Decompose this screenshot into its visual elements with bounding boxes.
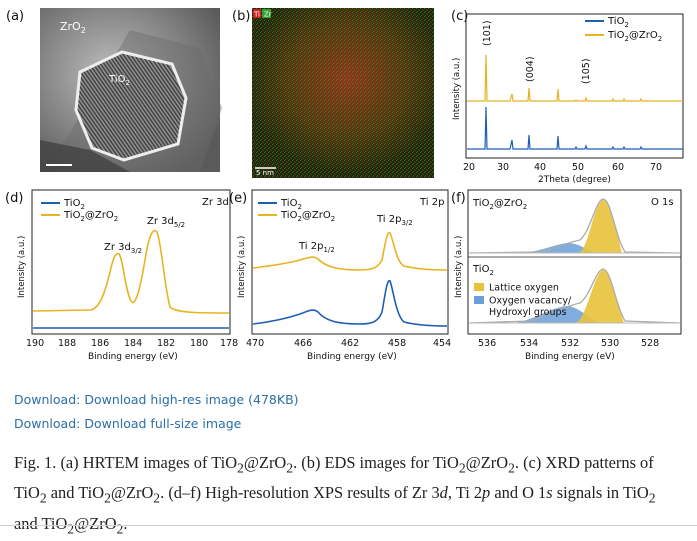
- tio2-label: TiO2: [108, 74, 130, 87]
- zr3d-peak-52: Zr 3d5/2: [147, 216, 185, 229]
- svg-text:40: 40: [534, 162, 546, 173]
- o1s-axes: [467, 189, 682, 335]
- svg-text:532: 532: [561, 338, 579, 349]
- svg-text:60: 60: [612, 162, 624, 173]
- svg-text:186: 186: [91, 338, 109, 349]
- zr3d-tio2-zro2-curve: [32, 229, 230, 314]
- panel-d: (d) TiO2 TiO2@ZrO2 Zr 3d Zr 3d3/2 Zr 3d5…: [5, 189, 238, 362]
- o1s-bottom-label: TiO2: [472, 264, 494, 277]
- download-fullsize-link[interactable]: Download: Download full-size image: [14, 416, 242, 431]
- svg-text:50: 50: [572, 162, 584, 173]
- ti2p-axes: [251, 189, 449, 335]
- zr3d-legend-tio2-zro2: TiO2@ZrO2: [63, 210, 118, 223]
- o1s-legend-lattice-swatch: [474, 283, 484, 291]
- o1s-legend-hydroxyl: Hydroxyl groups: [489, 307, 567, 318]
- panel-b-letter: (b): [232, 9, 250, 24]
- xrd-tio2-zro2-line: [467, 54, 683, 102]
- eds-scale-text: 5 nm: [256, 169, 274, 177]
- figure-1: (a) ZrO2 TiO2 Ti Zr 5 nm (b) (c) TiO2 Ti…: [5, 8, 684, 362]
- o1s-bottom-envelope: [468, 268, 681, 324]
- xrd-ylabel: Intensity (a.u.): [452, 58, 462, 120]
- ti2p-legend-tio2: TiO2: [280, 198, 302, 211]
- panel-c-letter: (c): [451, 9, 468, 24]
- zr3d-ylabel: Intensity (a.u.): [17, 236, 27, 298]
- o1s-top-envelope: [468, 198, 681, 254]
- svg-text:70: 70: [650, 162, 662, 173]
- o1s-legend-vacancy: Oxygen vacancy/: [489, 296, 572, 307]
- svg-text:190: 190: [26, 338, 44, 349]
- xrd-legend-tio2: TiO2: [607, 16, 629, 29]
- zr-legend-swatch: [262, 9, 271, 18]
- tio2-particle: [74, 50, 188, 162]
- o1s-top-label: TiO2@ZrO2: [472, 198, 527, 211]
- ti2p-legend-tio2-zro2: TiO2@ZrO2: [280, 210, 335, 223]
- ti2p-xlabel: Binding energy (eV): [307, 352, 397, 362]
- svg-text:536: 536: [478, 338, 496, 349]
- xrd-peak-105: (105): [581, 58, 592, 84]
- svg-text:458: 458: [388, 338, 406, 349]
- o1s-legend-vacancy-swatch: [474, 296, 484, 304]
- panel-c: (c) TiO2 TiO2@ZrO2 (101) (004) (105) Int…: [451, 9, 684, 185]
- ti2p-ylabel: Intensity (a.u.): [237, 236, 247, 298]
- zr-legend-text: Zr: [264, 11, 272, 19]
- ti2p-tio2-curve: [252, 280, 448, 327]
- zr3d-tag: Zr 3d: [202, 197, 229, 208]
- svg-text:30: 30: [497, 162, 509, 173]
- ti2p-peak-32: Ti 2p3/2: [376, 214, 413, 227]
- o1s-ylabel: Intensity (a.u.): [454, 236, 464, 298]
- ti-legend-text: Ti: [253, 11, 260, 19]
- o1s-bottom-lattice-area: [575, 269, 624, 323]
- xrd-peak-004: (004): [525, 56, 536, 82]
- zr3d-xlabel: Binding energy (eV): [88, 352, 178, 362]
- xrd-xticks: 20 30 40 50 60 70: [463, 162, 662, 173]
- panel-a-letter: (a): [6, 9, 24, 24]
- svg-text:534: 534: [520, 338, 538, 349]
- panel-a: (a) ZrO2 TiO2: [6, 8, 222, 172]
- svg-text:182: 182: [157, 338, 175, 349]
- zr3d-legend-tio2: TiO2: [63, 198, 85, 211]
- panel-b: Ti Zr 5 nm (b): [232, 8, 434, 178]
- ti2p-peak-12: Ti 2p1/2: [298, 241, 335, 254]
- ti2p-tio2-zro2-curve: [252, 231, 448, 271]
- svg-text:466: 466: [294, 338, 312, 349]
- ti2p-xticks: 470 466 462 458 454: [246, 338, 451, 349]
- panel-f-letter: (f): [451, 191, 466, 206]
- xrd-axes: [465, 13, 684, 159]
- download-highres-link[interactable]: Download: Download high-res image (478KB…: [14, 392, 299, 407]
- svg-text:188: 188: [58, 338, 76, 349]
- xrd-legend-tio2-zro2: TiO2@ZrO2: [607, 30, 662, 43]
- xrd-tio2-line: [467, 106, 683, 150]
- panel-f: (f) TiO2@ZrO2 TiO2 O 1s Lattice oxygen O…: [451, 189, 682, 362]
- o1s-top-vacancy-area: [520, 243, 600, 253]
- panel-e-letter: (e): [229, 191, 247, 206]
- ti2p-tag: Ti 2p: [419, 197, 444, 208]
- svg-text:530: 530: [601, 338, 619, 349]
- svg-text:470: 470: [246, 338, 264, 349]
- zro2-label: ZrO2: [60, 20, 86, 35]
- figure-caption: Fig. 1. (a) HRTEM images of TiO2@ZrO2. (…: [14, 453, 656, 536]
- zr3d-peak-32: Zr 3d3/2: [104, 242, 142, 255]
- svg-text:178: 178: [220, 338, 238, 349]
- o1s-xlabel: Binding energy (eV): [525, 352, 615, 362]
- svg-text:454: 454: [433, 338, 451, 349]
- svg-text:180: 180: [190, 338, 208, 349]
- o1s-xticks: 536 534 532 530 528: [478, 338, 659, 349]
- o1s-tag: O 1s: [651, 197, 674, 208]
- xrd-xlabel: 2Theta (degree): [538, 175, 611, 185]
- zr3d-axes: [31, 189, 231, 335]
- o1s-bottom-vacancy-area: [512, 306, 600, 323]
- xrd-peak-101: (101): [482, 20, 493, 46]
- o1s-legend-lattice: Lattice oxygen: [489, 283, 559, 294]
- bottom-divider: [0, 525, 697, 526]
- svg-text:462: 462: [341, 338, 359, 349]
- panel-e: (e) TiO2 TiO2@ZrO2 Ti 2p Ti 2p1/2 Ti 2p3…: [229, 189, 451, 362]
- zr3d-xticks: 190 188 186 184 182 180 178: [26, 338, 238, 349]
- svg-text:528: 528: [641, 338, 659, 349]
- svg-text:20: 20: [463, 162, 475, 173]
- ti-legend-swatch: [253, 9, 261, 18]
- panel-d-letter: (d): [5, 191, 23, 206]
- svg-text:184: 184: [124, 338, 142, 349]
